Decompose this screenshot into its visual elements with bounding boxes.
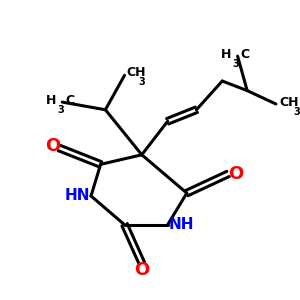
Text: H: H	[221, 48, 231, 61]
Text: CH: CH	[127, 66, 146, 79]
Text: CH: CH	[280, 96, 299, 109]
Text: 3: 3	[293, 107, 300, 117]
Text: O: O	[228, 165, 243, 183]
Text: H: H	[46, 94, 56, 107]
Text: 3: 3	[138, 77, 145, 87]
Text: C: C	[241, 48, 250, 61]
Text: NH: NH	[168, 217, 194, 232]
Text: 3: 3	[233, 59, 240, 69]
Text: C: C	[65, 94, 74, 107]
Text: O: O	[134, 261, 149, 279]
Text: HN: HN	[65, 188, 90, 203]
Text: O: O	[45, 137, 60, 155]
Text: 3: 3	[58, 105, 64, 115]
